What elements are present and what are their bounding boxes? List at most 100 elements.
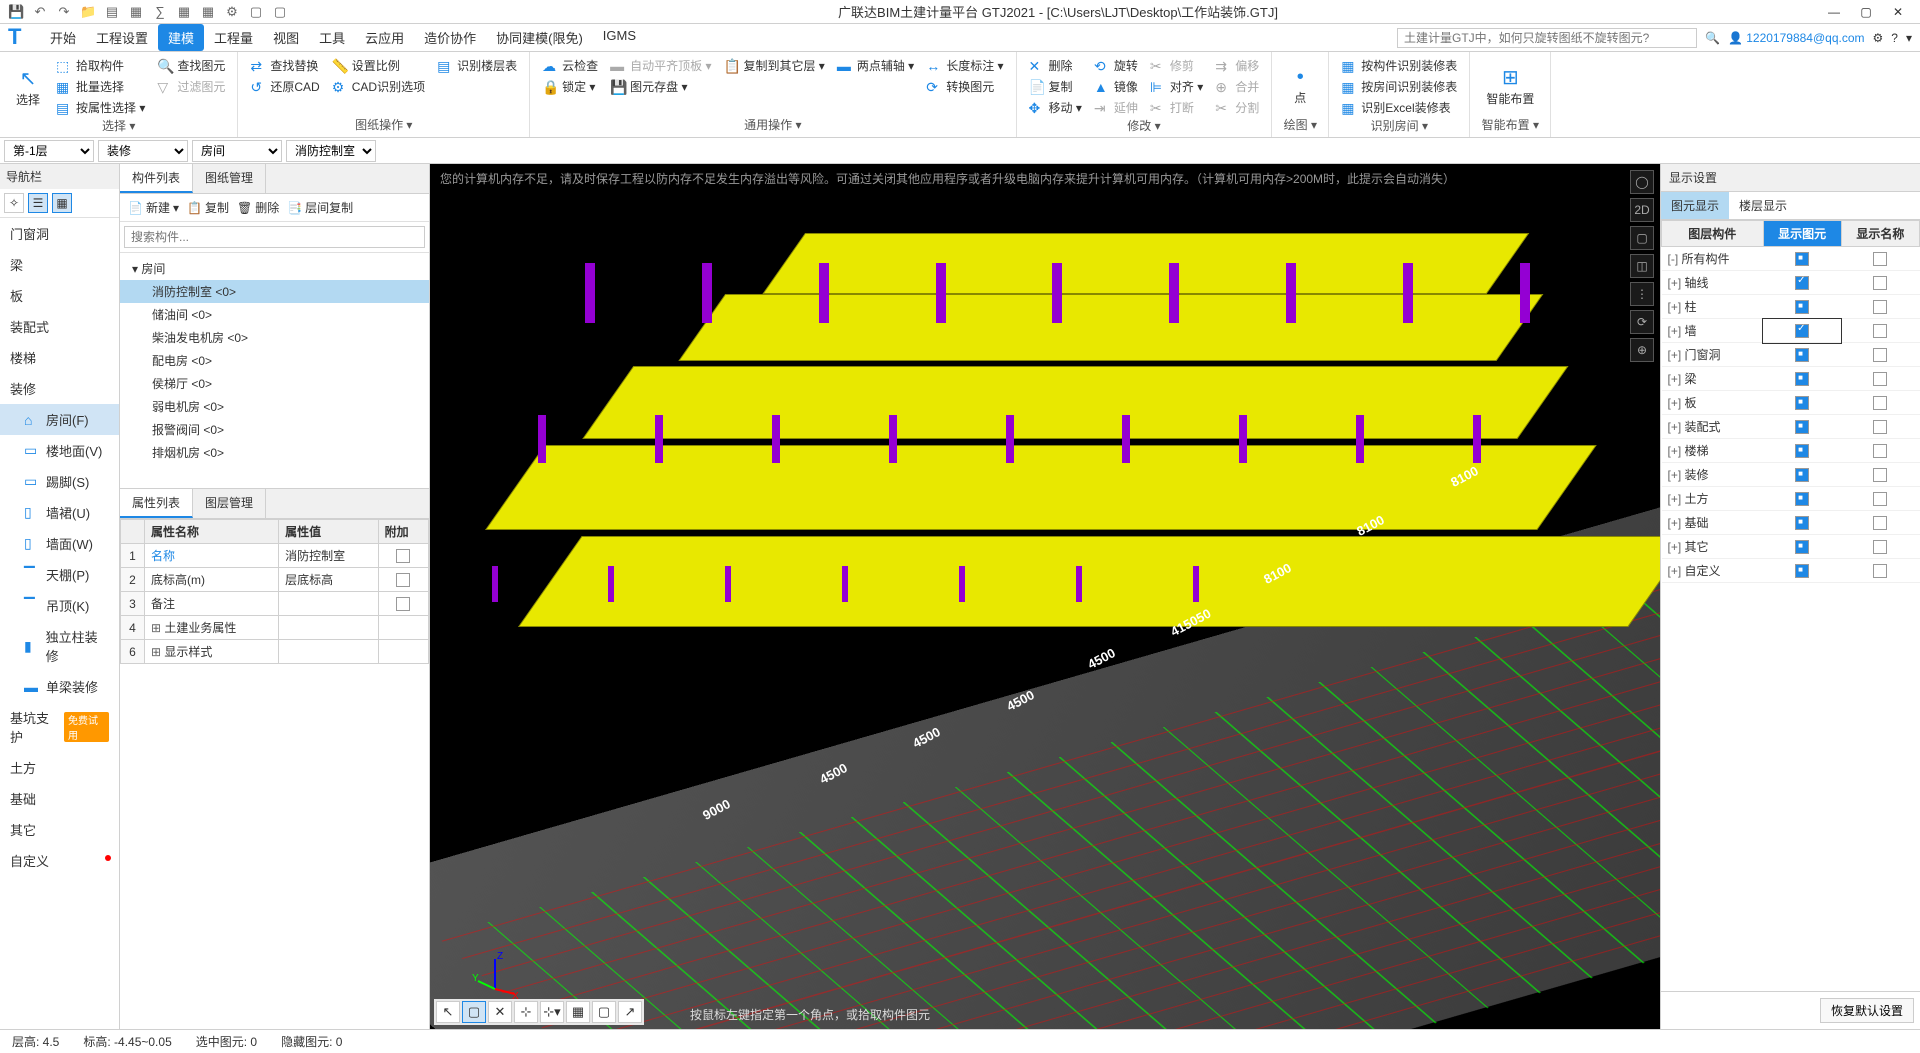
- ribbon-转换图元[interactable]: ⟳转换图元: [922, 77, 1007, 96]
- nav-subitem-房间(F)[interactable]: ⌂房间(F): [0, 404, 119, 435]
- tree-item[interactable]: 侯梯厅 <0>: [120, 372, 429, 395]
- icon[interactable]: ▦: [176, 4, 192, 20]
- icon[interactable]: ∑: [152, 4, 168, 20]
- tree-item[interactable]: 报警阀间 <0>: [120, 418, 429, 441]
- settings-icon[interactable]: ⚙: [1873, 31, 1884, 45]
- prop-row[interactable]: 1名称消防控制室: [121, 544, 429, 568]
- ribbon-移动[interactable]: ✥移动 ▾: [1025, 98, 1086, 117]
- nav-subitem-楼地面(V)[interactable]: ▭楼地面(V): [0, 435, 119, 466]
- help-icon[interactable]: ?: [1891, 31, 1898, 45]
- user-account[interactable]: 👤 1220179884@qq.com: [1728, 31, 1865, 45]
- tree-item[interactable]: 储油间 <0>: [120, 303, 429, 326]
- ribbon-选择[interactable]: ↖选择: [8, 56, 48, 117]
- menu-视图[interactable]: 视图: [263, 24, 309, 51]
- nav-subitem-踢脚(S)[interactable]: ▭踢脚(S): [0, 466, 119, 497]
- ribbon-拾取构件[interactable]: ⬚拾取构件: [52, 56, 149, 75]
- prop-row[interactable]: 2底标高(m)层底标高: [121, 568, 429, 592]
- icon[interactable]: ▦: [200, 4, 216, 20]
- vp-tool-2d-icon[interactable]: 2D: [1630, 198, 1654, 222]
- menu-造价协作[interactable]: 造价协作: [414, 24, 486, 51]
- ribbon-查找替换[interactable]: ⇄查找替换: [246, 56, 323, 75]
- menu-工程设置[interactable]: 工程设置: [86, 24, 158, 51]
- ribbon-旋转[interactable]: ⟲旋转: [1090, 56, 1142, 75]
- menu-IGMS[interactable]: IGMS: [593, 24, 646, 51]
- display-row[interactable]: [-] 所有构件: [1662, 247, 1920, 271]
- ribbon-删除[interactable]: ✕删除: [1025, 56, 1086, 75]
- tree-item[interactable]: 配电房 <0>: [120, 349, 429, 372]
- new-button[interactable]: 📄 新建 ▾: [128, 199, 179, 216]
- ribbon-设置比例[interactable]: 📏设置比例: [328, 56, 429, 75]
- vp-tool-more-icon[interactable]: ⋮: [1630, 282, 1654, 306]
- display-row[interactable]: [+] 基础: [1662, 511, 1920, 535]
- tree-item[interactable]: 消防控制室 <0>: [120, 280, 429, 303]
- ribbon-智能布置[interactable]: ⊞智能布置: [1478, 56, 1542, 116]
- ribbon-两点辅轴[interactable]: ▬两点辅轴 ▾: [833, 56, 918, 75]
- open-icon[interactable]: 📁: [80, 4, 96, 20]
- search-icon[interactable]: 🔍: [1705, 31, 1720, 45]
- vpb-x-icon[interactable]: ✕: [488, 1001, 512, 1023]
- tab-element-display[interactable]: 图元显示: [1661, 192, 1729, 219]
- menu-云应用[interactable]: 云应用: [355, 24, 414, 51]
- ribbon-锁定[interactable]: 🔒锁定 ▾: [538, 77, 602, 96]
- display-row[interactable]: [+] 其它: [1662, 535, 1920, 559]
- nav-item-板[interactable]: 板: [0, 280, 119, 311]
- comp-search-input[interactable]: [124, 226, 425, 248]
- help-search-input[interactable]: [1397, 28, 1697, 48]
- tab-floor-display[interactable]: 楼层显示: [1729, 192, 1797, 219]
- ribbon-还原CAD[interactable]: ↺还原CAD: [246, 77, 323, 96]
- menu-建模[interactable]: 建模: [158, 24, 204, 51]
- nav-subitem-墙面(W)[interactable]: ▯墙面(W): [0, 528, 119, 559]
- ribbon-点[interactable]: •点: [1280, 56, 1320, 116]
- nav-item-楼梯[interactable]: 楼梯: [0, 342, 119, 373]
- component-select[interactable]: 消防控制室: [286, 140, 376, 162]
- undo-icon[interactable]: ↶: [32, 4, 48, 20]
- tree-item[interactable]: 弱电机房 <0>: [120, 395, 429, 418]
- icon[interactable]: ▢: [248, 4, 264, 20]
- category-select[interactable]: 装修: [98, 140, 188, 162]
- vpb-tool-icon[interactable]: ⊹▾: [540, 1001, 564, 1023]
- ribbon-按构件识别装修表[interactable]: ▦按构件识别装修表: [1337, 56, 1461, 75]
- layer-copy-button[interactable]: 📑 层间复制: [287, 199, 353, 216]
- display-row[interactable]: [+] 楼梯: [1662, 439, 1920, 463]
- prop-row[interactable]: 4⊞ 土建业务属性: [121, 616, 429, 640]
- ribbon-图元存盘[interactable]: 💾图元存盘 ▾: [606, 77, 715, 96]
- icon[interactable]: ▤: [104, 4, 120, 20]
- display-row[interactable]: [+] 装配式: [1662, 415, 1920, 439]
- tab-component-list[interactable]: 构件列表: [120, 164, 193, 193]
- nav-item-装修[interactable]: 装修: [0, 373, 119, 404]
- vp-tool-orbit-icon[interactable]: ◯: [1630, 170, 1654, 194]
- 3d-viewport[interactable]: 90004500450045004500415050810081008100 您…: [430, 164, 1660, 1029]
- ribbon-按房间识别装修表[interactable]: ▦按房间识别装修表: [1337, 77, 1461, 96]
- nav-subitem-天棚(P)[interactable]: ▔天棚(P): [0, 559, 119, 590]
- menu-工程量[interactable]: 工程量: [204, 24, 263, 51]
- ribbon-CAD识别选项[interactable]: ⚙CAD识别选项: [328, 77, 429, 96]
- nav-mode-1[interactable]: ✧: [4, 193, 24, 213]
- ribbon-镜像[interactable]: ▲镜像: [1090, 77, 1142, 96]
- ribbon-长度标注[interactable]: ↔长度标注 ▾: [922, 56, 1007, 75]
- minimize-button[interactable]: —: [1820, 5, 1848, 19]
- display-row[interactable]: [+] 板: [1662, 391, 1920, 415]
- ribbon-复制[interactable]: 📄复制: [1025, 77, 1086, 96]
- display-row[interactable]: [+] 柱: [1662, 295, 1920, 319]
- nav-subitem-单梁装修[interactable]: ▬单梁装修: [0, 671, 119, 702]
- nav-item-门窗洞[interactable]: 门窗洞: [0, 218, 119, 249]
- ribbon-按属性选择[interactable]: ▤按属性选择 ▾: [52, 98, 149, 117]
- col-show-element[interactable]: 显示图元: [1763, 221, 1841, 247]
- ribbon-查找图元[interactable]: 🔍查找图元: [153, 56, 229, 75]
- menu-工具[interactable]: 工具: [309, 24, 355, 51]
- vpb-tool-icon[interactable]: ↗: [618, 1001, 642, 1023]
- ribbon-识别楼层表[interactable]: ▤识别楼层表: [433, 56, 521, 75]
- icon[interactable]: ▦: [128, 4, 144, 20]
- dropdown-icon[interactable]: ▾: [1906, 31, 1912, 45]
- tab-drawing-mgmt[interactable]: 图纸管理: [193, 164, 266, 193]
- redo-icon[interactable]: ↷: [56, 4, 72, 20]
- close-button[interactable]: ✕: [1884, 5, 1912, 19]
- display-row[interactable]: [+] 墙: [1662, 319, 1920, 343]
- tree-parent[interactable]: ▾ 房间: [120, 257, 429, 280]
- tab-property-list[interactable]: 属性列表: [120, 489, 193, 518]
- display-row[interactable]: [+] 梁: [1662, 367, 1920, 391]
- vpb-tool-icon[interactable]: ▢: [592, 1001, 616, 1023]
- prop-row[interactable]: 3备注: [121, 592, 429, 616]
- tab-layer-mgmt[interactable]: 图层管理: [193, 489, 266, 518]
- maximize-button[interactable]: ▢: [1852, 5, 1880, 19]
